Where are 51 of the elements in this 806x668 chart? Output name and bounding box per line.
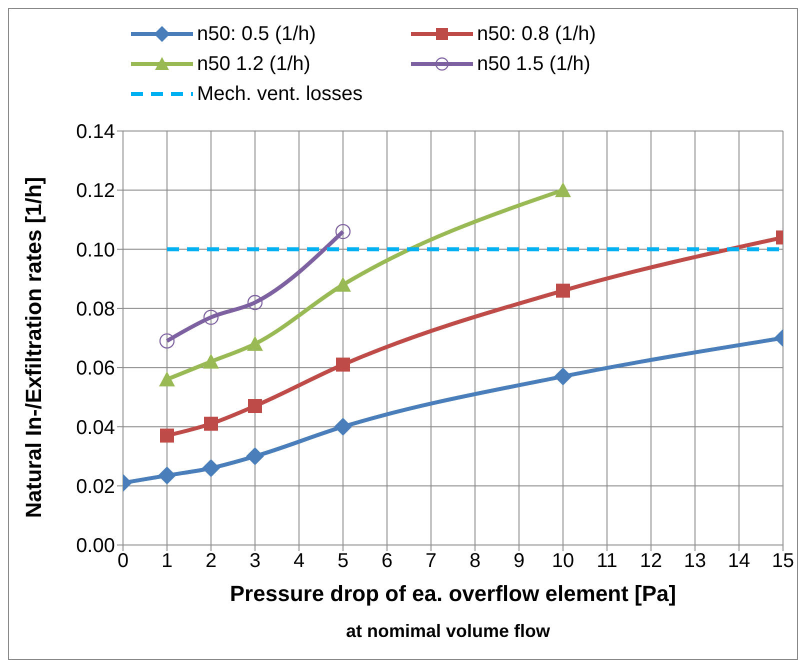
y-axis-title: Natural In-/Exfiltration rates [1/h] <box>20 176 46 518</box>
x-tick-label: 3 <box>249 550 261 572</box>
point <box>246 447 264 466</box>
point <box>159 333 175 349</box>
x-tick-label: 14 <box>728 550 750 572</box>
x-tick-label: 11 <box>596 550 618 572</box>
point <box>202 459 220 478</box>
x-tick-label: 8 <box>469 550 481 572</box>
x-tick-label: 2 <box>205 550 217 572</box>
point <box>204 416 218 431</box>
point <box>203 354 219 369</box>
legend-label: n50 1.2 (1/h) <box>197 52 310 76</box>
point <box>555 182 571 198</box>
legend-label: n50 1.5 (1/h) <box>477 52 590 76</box>
point <box>247 336 263 351</box>
point <box>248 399 262 414</box>
point <box>335 276 351 292</box>
point <box>247 294 263 310</box>
y-tick-label: 0.14 <box>76 121 115 144</box>
x-tick-label: 9 <box>513 550 525 572</box>
y-tick-label: 0.08 <box>76 298 115 321</box>
x-tick-label: 6 <box>381 550 393 572</box>
y-tick-label: 0.04 <box>76 416 115 439</box>
x-tick-label: 15 <box>772 550 794 572</box>
y-tick-label: 0.12 <box>76 180 115 202</box>
point <box>159 371 175 386</box>
point <box>556 284 570 298</box>
x-tick-label: 12 <box>640 550 662 572</box>
x-tick-label: 1 <box>161 550 173 572</box>
x-tick-label: 10 <box>552 550 574 572</box>
y-tick-label: 0.02 <box>76 476 115 498</box>
point <box>160 428 174 443</box>
point <box>335 224 351 240</box>
legend-label: Mech. vent. losses <box>197 82 363 106</box>
y-tick-label: 0.10 <box>76 239 115 262</box>
x-tick-label: 5 <box>337 550 349 572</box>
x-axis-title: Pressure drop of ea. overflow element [Pa] <box>230 581 676 606</box>
legend-label: n50: 0.8 (1/h) <box>477 22 596 46</box>
x-tick-label: 13 <box>684 550 706 572</box>
x-tick-label: 7 <box>425 550 437 572</box>
x-tick-label: 4 <box>293 550 305 572</box>
point <box>203 310 219 325</box>
point <box>554 367 572 386</box>
text: at nomimal volume flow <box>344 621 552 642</box>
point <box>158 466 176 485</box>
point <box>334 418 352 436</box>
legend-label: n50: 0.5 (1/h) <box>197 22 316 46</box>
y-tick-label: 0.06 <box>76 358 115 380</box>
point <box>336 358 350 372</box>
x-tick-label: 0 <box>117 550 129 572</box>
y-tick-label: 0.00 <box>76 535 115 558</box>
